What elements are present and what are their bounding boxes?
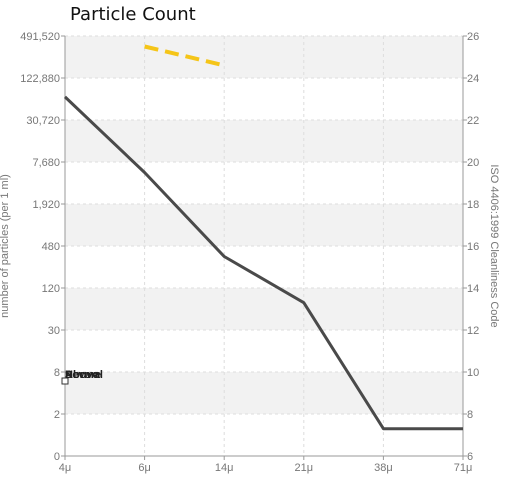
y-tick-label-left: 491,520 (20, 31, 60, 43)
y-tick-label-right: 12 (467, 325, 479, 337)
y-tick-label-right: 22 (467, 115, 479, 127)
x-tick-label: 71μ (454, 462, 473, 474)
y-tick-label-left: 0 (54, 451, 60, 463)
y-tick-label-right: 24 (467, 73, 479, 85)
y-tick-label-right: 18 (467, 199, 479, 211)
grid-band (65, 36, 463, 78)
y-tick-label-left: 120 (42, 283, 60, 295)
grid-band (65, 288, 463, 330)
grid-band (65, 372, 463, 414)
y-tick-label-left: 2 (54, 409, 60, 421)
chart-title: Particle Count (70, 4, 196, 25)
series-layer (63, 44, 463, 431)
axes (61, 35, 467, 460)
y-tick-label-right: 14 (467, 283, 479, 295)
x-tick-label: 38μ (374, 462, 393, 474)
x-tick-label: 4μ (59, 462, 71, 474)
y-tick-label-left: 480 (42, 241, 60, 253)
y-tick-label-right: 6 (467, 451, 473, 463)
series-line-1 (63, 95, 463, 431)
x-tick-label: 14μ (215, 462, 234, 474)
legend-label-severe: Severe (65, 369, 101, 381)
y-tick-label-right: 26 (467, 31, 479, 43)
y-axis-title-left: number of particles (per 1 ml) (0, 174, 11, 318)
y-tick-label-left: 7,680 (32, 157, 60, 169)
grid-band (65, 204, 463, 246)
y-tick-label-left: 122,880 (20, 73, 60, 85)
y-tick-label-left: 8 (54, 367, 60, 379)
y-tick-label-left: 30 (48, 325, 60, 337)
y-tick-label-right: 10 (467, 367, 479, 379)
y-tick-label-right: 8 (467, 409, 473, 421)
x-tick-label: 6μ (138, 462, 150, 474)
plot-bands (65, 36, 463, 414)
x-tick-label: 21μ (295, 462, 314, 474)
y-tick-label-left: 1,920 (32, 199, 60, 211)
grid-band (65, 120, 463, 162)
legend-marker (61, 377, 69, 385)
y-tick-label-left: 30,720 (26, 115, 60, 127)
series-line-2 (144, 44, 225, 68)
y-tick-label-right: 16 (467, 241, 479, 253)
tick-labels: 0 6 2 8 8 10 30 12 120 14 480 16 1,920 18 7,680 20 30,72… (0, 31, 500, 474)
legend-label-normal: Normal (65, 369, 103, 381)
y-axis-title-right: ISO 4406:1999 Cleanliness Code (488, 164, 500, 327)
gridlines (65, 35, 463, 456)
legend-label-above: Above (65, 369, 99, 381)
y-tick-label-right: 20 (467, 157, 479, 169)
